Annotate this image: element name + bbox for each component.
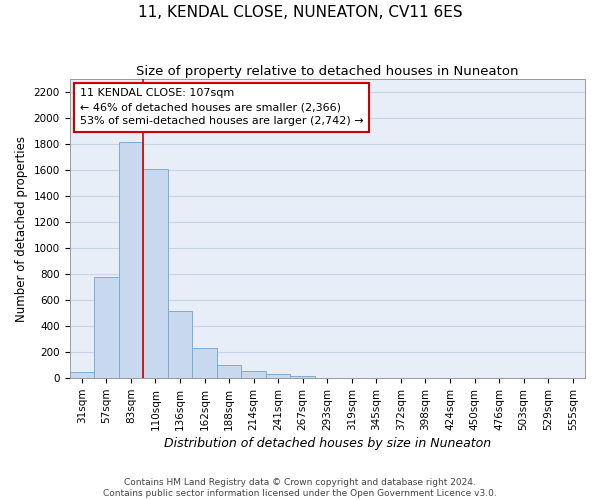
Bar — [192, 348, 217, 378]
X-axis label: Distribution of detached houses by size in Nuneaton: Distribution of detached houses by size … — [164, 437, 491, 450]
Y-axis label: Number of detached properties: Number of detached properties — [15, 136, 28, 322]
Text: 11, KENDAL CLOSE, NUNEATON, CV11 6ES: 11, KENDAL CLOSE, NUNEATON, CV11 6ES — [137, 5, 463, 20]
Bar — [217, 364, 241, 378]
Bar — [168, 311, 192, 378]
Bar — [143, 169, 168, 378]
Bar — [241, 371, 266, 378]
Bar — [70, 372, 94, 378]
Text: Contains HM Land Registry data © Crown copyright and database right 2024.
Contai: Contains HM Land Registry data © Crown c… — [103, 478, 497, 498]
Bar — [266, 374, 290, 378]
Bar — [290, 376, 315, 378]
Bar — [119, 142, 143, 378]
Text: 11 KENDAL CLOSE: 107sqm
← 46% of detached houses are smaller (2,366)
53% of semi: 11 KENDAL CLOSE: 107sqm ← 46% of detache… — [80, 88, 364, 126]
Bar — [94, 278, 119, 378]
Title: Size of property relative to detached houses in Nuneaton: Size of property relative to detached ho… — [136, 65, 518, 78]
